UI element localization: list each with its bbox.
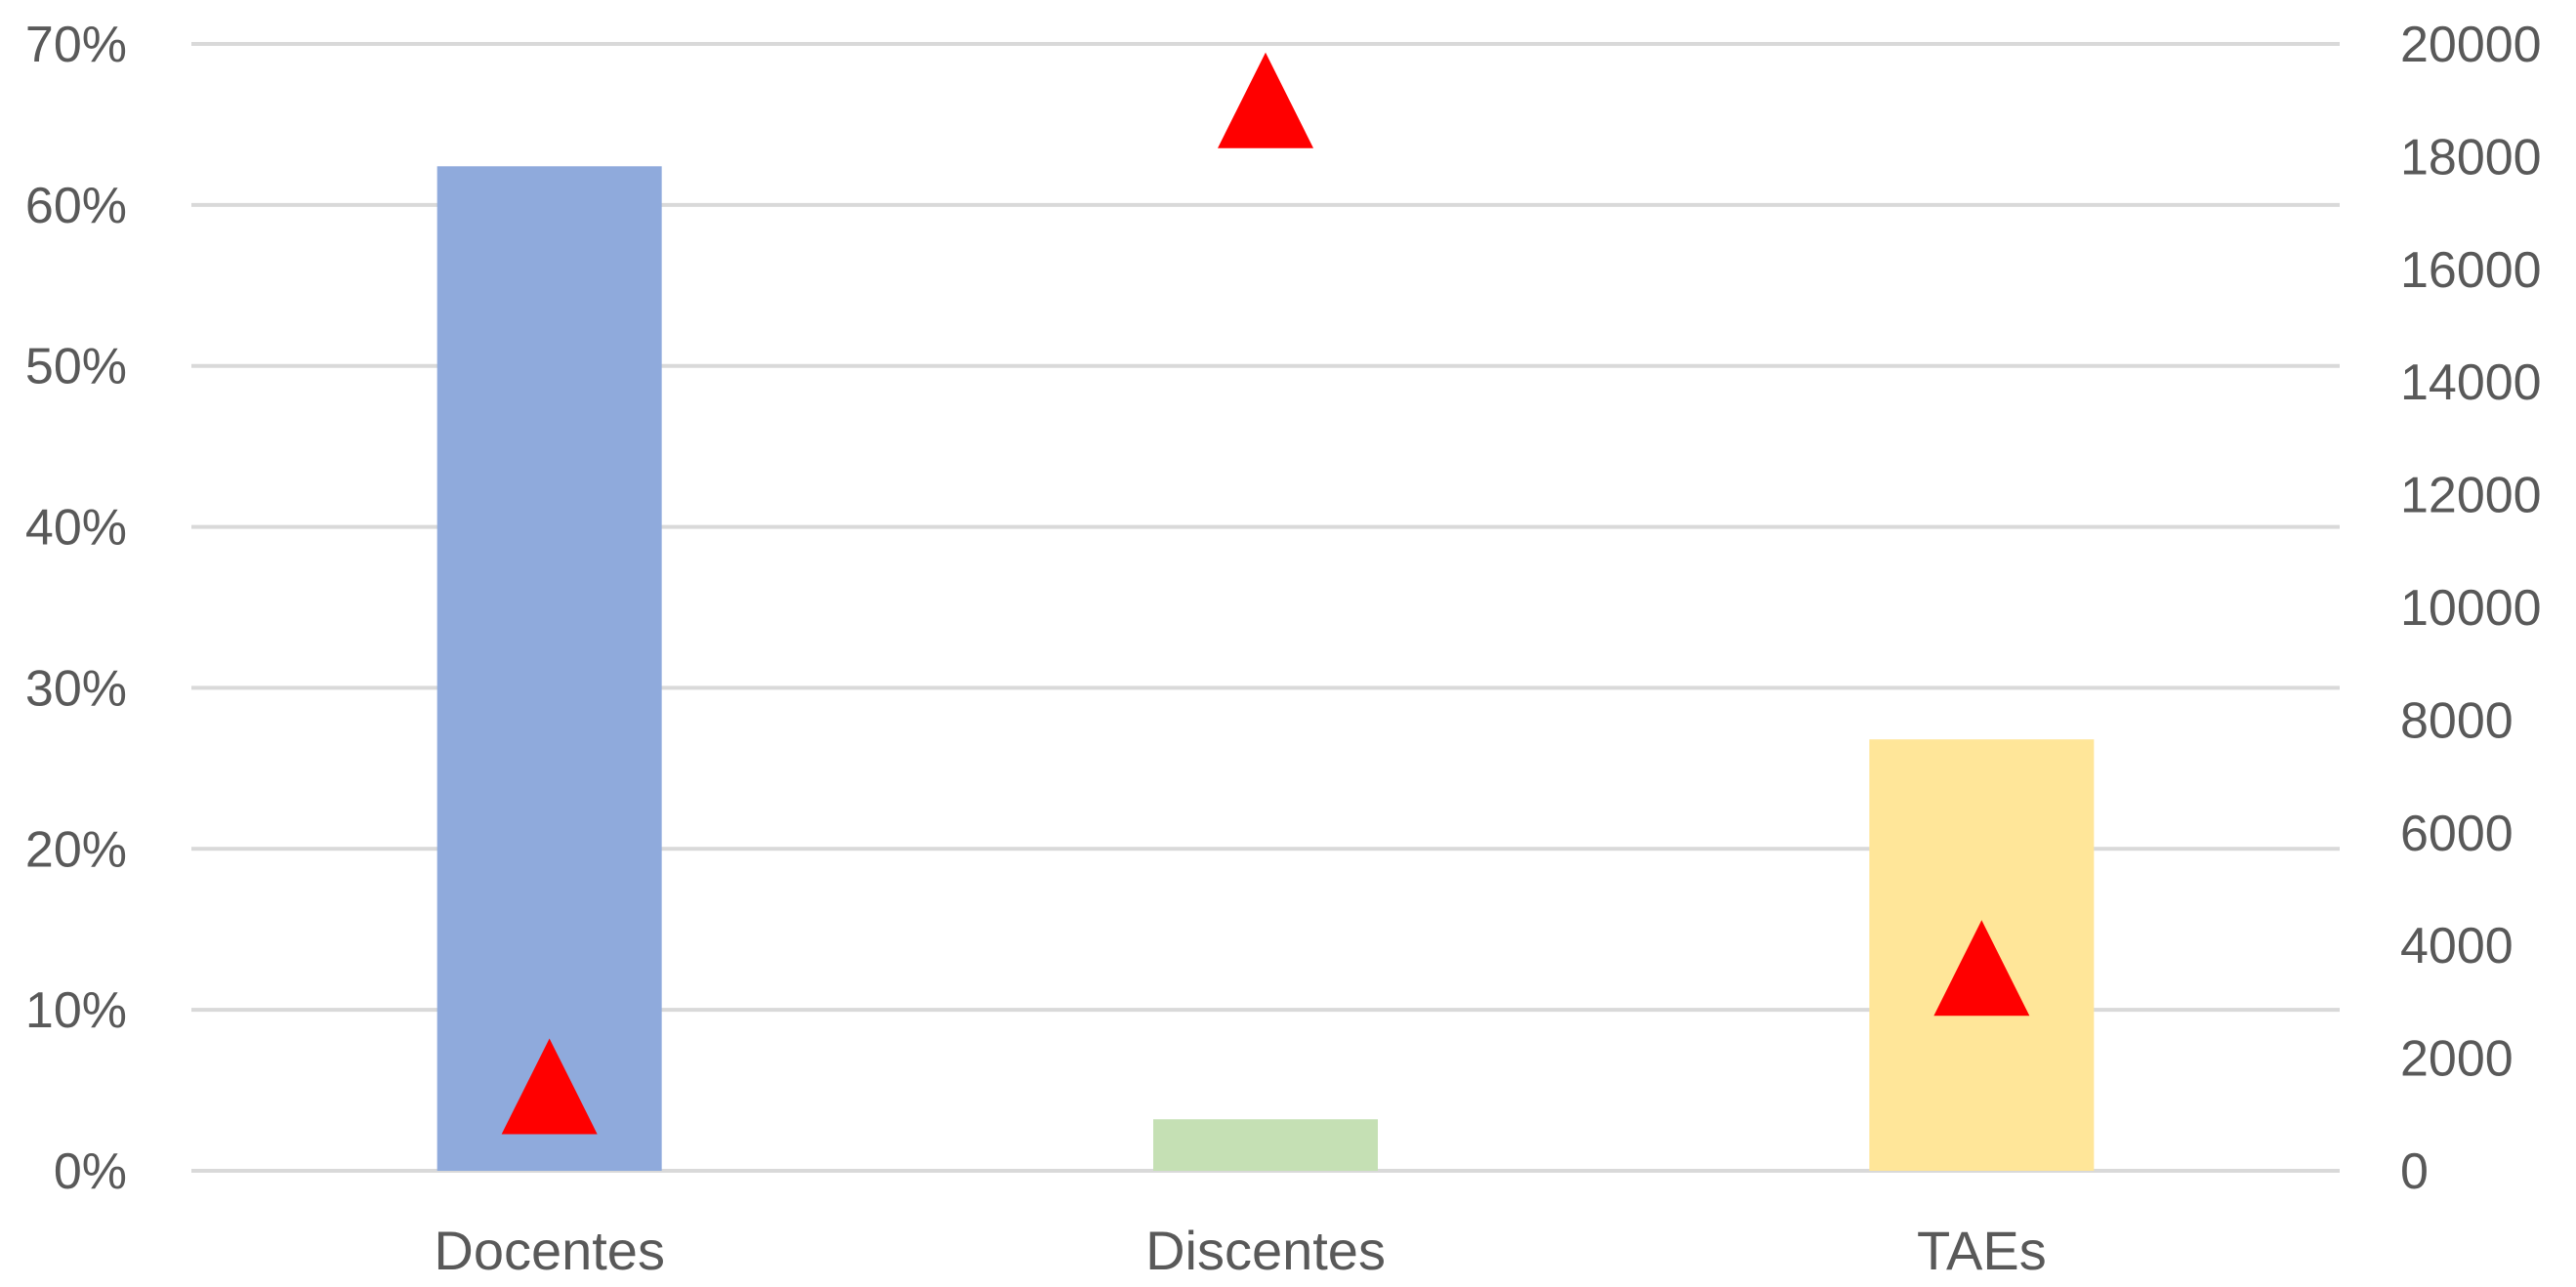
right-tick-label: 18000 (2400, 129, 2542, 186)
right-tick-label: 4000 (2400, 918, 2514, 975)
left-tick-label: 30% (25, 660, 127, 717)
left-tick-label: 60% (25, 178, 127, 234)
right-tick-label: 2000 (2400, 1031, 2514, 1088)
left-axis: 0% 10% 20% 30% 40% 50% 60% 70% (25, 17, 127, 1200)
right-tick-label: 6000 (2400, 806, 2514, 862)
bar-docentes (436, 166, 662, 1172)
right-tick-label: 12000 (2400, 468, 2542, 524)
markers (501, 52, 2030, 1135)
right-axis: 0 2000 4000 6000 8000 10000 12000 14000 16000 180… (2400, 17, 2542, 1200)
right-tick-label: 10000 (2400, 580, 2542, 637)
triangle-marker-taes (1933, 920, 2030, 1017)
right-tick-label: 20000 (2400, 17, 2542, 73)
x-axis: Docentes Discentes TAEs (434, 1220, 2046, 1281)
triangle-marker-discentes (1218, 52, 1313, 148)
bars (436, 166, 2095, 1172)
right-tick-label: 14000 (2400, 354, 2542, 411)
category-label: Discentes (1145, 1220, 1386, 1281)
bar-discentes (1153, 1119, 1378, 1171)
right-tick-label: 16000 (2400, 242, 2542, 299)
left-tick-label: 20% (25, 821, 127, 878)
left-tick-label: 50% (25, 339, 127, 395)
category-label: Docentes (434, 1220, 665, 1281)
right-tick-label: 8000 (2400, 692, 2514, 749)
left-tick-label: 10% (25, 982, 127, 1039)
left-tick-label: 0% (54, 1143, 127, 1200)
right-tick-label: 0 (2400, 1143, 2429, 1200)
triangle-marker-docentes (501, 1038, 598, 1135)
left-tick-label: 70% (25, 17, 127, 73)
left-tick-label: 40% (25, 500, 127, 557)
category-label: TAEs (1917, 1220, 2047, 1281)
